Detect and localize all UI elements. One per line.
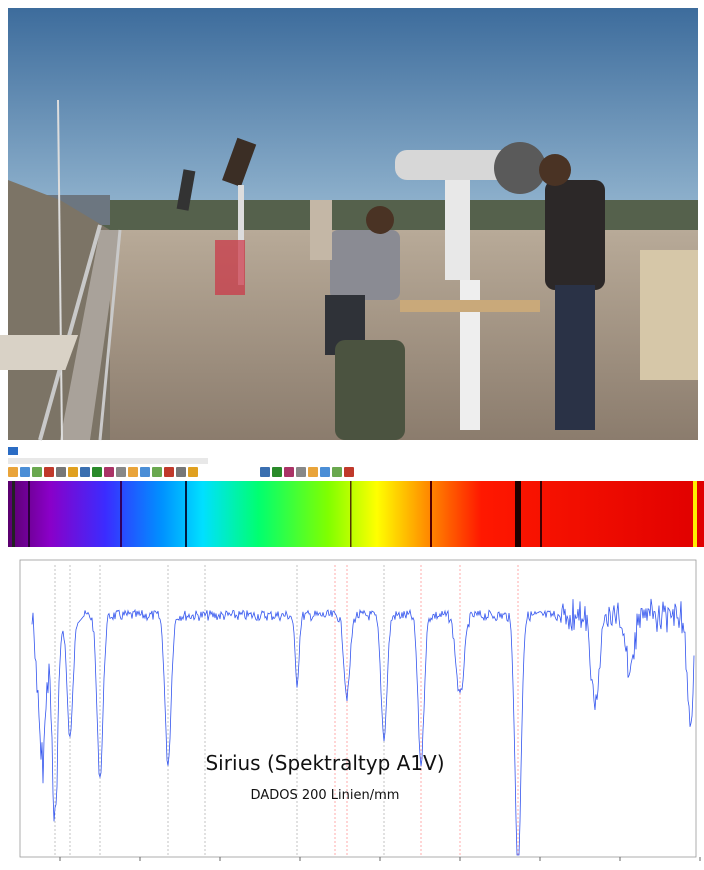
toolbar-button[interactable]: [272, 467, 282, 477]
toolbar-button[interactable]: [176, 467, 186, 477]
absorption-line: [430, 481, 432, 547]
toolbar-button[interactable]: [188, 467, 198, 477]
toolbar-button[interactable]: [80, 467, 90, 477]
absorption-line: [120, 481, 122, 547]
toolbar-button[interactable]: [344, 467, 354, 477]
toolbar-button[interactable]: [116, 467, 126, 477]
plot-area: [19, 559, 697, 858]
toolbar-button[interactable]: [92, 467, 102, 477]
spectrum-plot: [31, 565, 701, 861]
toolbar-button[interactable]: [140, 467, 150, 477]
toolbar-button[interactable]: [260, 467, 270, 477]
toolbar-button[interactable]: [308, 467, 318, 477]
absorption-line: [693, 481, 697, 547]
absorption-line: [515, 481, 521, 547]
absorption-line: [185, 481, 187, 547]
toolbar-button[interactable]: [164, 467, 174, 477]
toolbar-button[interactable]: [104, 467, 114, 477]
toolbar-button[interactable]: [56, 467, 66, 477]
absorption-line: [350, 481, 352, 547]
software-window: Sirius (Spektraltyp A1V) DADOS 200 Linie…: [0, 446, 704, 870]
toolbar-button[interactable]: [44, 467, 54, 477]
toolbar-button[interactable]: [128, 467, 138, 477]
caption-subtitle: DADOS 200 Linien/mm: [251, 788, 400, 803]
toolbar-button[interactable]: [284, 467, 294, 477]
spectrum-strip: [8, 481, 704, 547]
toolbar[interactable]: [8, 467, 354, 477]
absorption-line: [540, 481, 542, 547]
menu-bar[interactable]: [8, 458, 208, 464]
photo: [0, 8, 698, 441]
strip-lines: [12, 481, 697, 547]
toolbar-button[interactable]: [296, 467, 306, 477]
caption-title: Sirius (Spektraltyp A1V): [205, 751, 444, 775]
app-icon: [8, 447, 18, 455]
absorption-line: [28, 481, 30, 547]
toolbar-button[interactable]: [320, 467, 330, 477]
toolbar-button[interactable]: [68, 467, 78, 477]
toolbar-button[interactable]: [20, 467, 30, 477]
toolbar-button[interactable]: [152, 467, 162, 477]
spectrum-curve: [31, 598, 695, 856]
toolbar-button[interactable]: [332, 467, 342, 477]
toolbar-button[interactable]: [8, 467, 18, 477]
toolbar-button[interactable]: [32, 467, 42, 477]
absorption-line: [12, 481, 15, 547]
